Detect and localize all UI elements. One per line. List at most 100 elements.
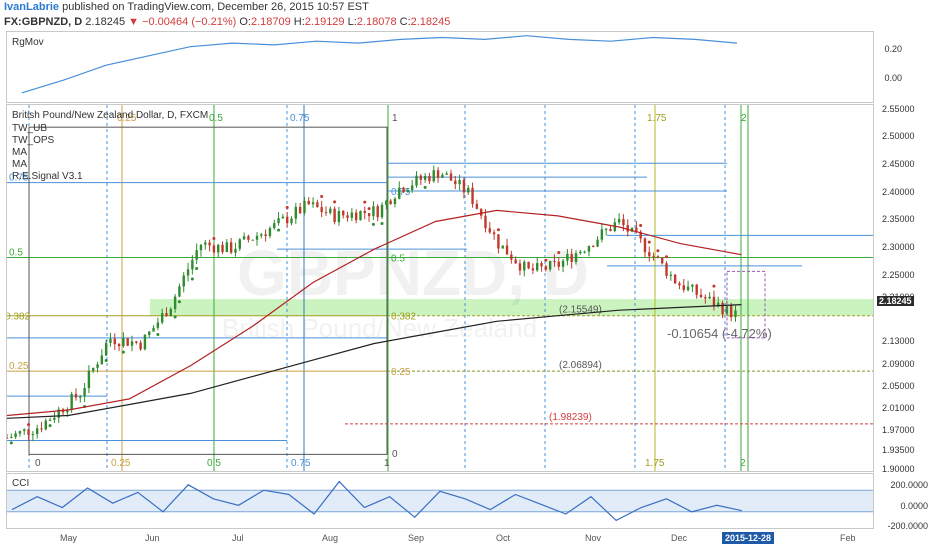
candle-body: [74, 393, 78, 398]
candle-body: [436, 170, 440, 178]
signal-marker: [656, 249, 660, 253]
candle-body: [7, 437, 9, 439]
candle-body: [419, 175, 423, 180]
candle-body: [307, 200, 310, 205]
time-fib-top-label: 0.75: [290, 113, 310, 124]
candle-body: [635, 227, 638, 232]
chart-title: British Pound/New Zealand Dollar, D, FXC…: [12, 110, 209, 121]
candle-body: [561, 260, 565, 267]
candle-body: [87, 370, 91, 389]
candle-body: [173, 296, 177, 310]
candle-body: [686, 286, 690, 291]
candle-body: [367, 213, 371, 217]
candle-body: [234, 248, 237, 253]
candle-body: [285, 216, 289, 224]
candle-body: [195, 250, 198, 260]
time-fib-top-label: 0.25: [117, 113, 137, 124]
candle-body: [372, 206, 375, 217]
candle-body: [514, 259, 517, 264]
rgmov-pane[interactable]: RgMov: [6, 31, 874, 103]
candle-body: [467, 187, 470, 193]
indicator-legend[interactable]: TW_OPS: [12, 135, 55, 146]
signal-marker: [557, 251, 561, 255]
cci-tick: 200.0000: [890, 480, 928, 490]
time-fib-bottom-label: 0.75: [291, 458, 311, 469]
candle-body: [122, 338, 125, 347]
author-link[interactable]: IvanLabrie: [4, 1, 60, 13]
candle-body: [130, 341, 134, 346]
candle-body: [579, 251, 582, 254]
indicator-legend[interactable]: MA: [12, 159, 27, 170]
cci-pane[interactable]: CCI: [6, 473, 874, 529]
candle-body: [165, 313, 168, 317]
candle-body: [83, 388, 86, 397]
signal-marker: [277, 228, 281, 232]
candle-body: [673, 274, 677, 284]
candle-body: [423, 175, 427, 180]
candle-body: [656, 256, 660, 258]
candle-body: [221, 244, 224, 253]
symbol-label[interactable]: FX:GBPNZD, D: [4, 16, 83, 28]
candle-body: [333, 208, 336, 223]
price-tick: 2.45000: [882, 159, 915, 169]
candle-body: [721, 302, 724, 315]
candle-body: [518, 263, 522, 271]
candle-body: [630, 227, 634, 232]
candle-body: [717, 302, 720, 307]
candle-body: [204, 242, 207, 245]
time-fib-bottom-label: 0: [35, 458, 41, 469]
signal-marker: [173, 315, 177, 319]
candle-body: [376, 206, 379, 218]
candle-body: [410, 185, 414, 190]
crosshair-date-badge: 2015-12-28: [722, 532, 775, 544]
candle-body: [27, 429, 30, 435]
open-label: O:: [239, 16, 251, 28]
candle-body: [415, 175, 418, 186]
signal-marker: [333, 200, 337, 204]
down-arrow-icon: ▼: [128, 16, 140, 28]
time-fib-bottom-label: 1.75: [645, 458, 665, 469]
indicator-legend[interactable]: R.E.Signal V3.1: [12, 171, 83, 182]
time-fib-bottom-label: 0.25: [111, 458, 131, 469]
high-label: H:: [293, 16, 305, 28]
time-fib-bottom-label: 1: [384, 458, 390, 469]
price-tick: 2.09000: [882, 358, 915, 369]
candle-body: [492, 232, 496, 235]
candle-body: [238, 239, 241, 249]
candle-body: [324, 212, 328, 214]
candle-body: [432, 170, 435, 182]
close-value: 2.18245: [410, 16, 451, 28]
candle-body: [570, 254, 573, 263]
candle-body: [182, 275, 185, 287]
candle-body: [553, 260, 556, 262]
candle-body: [643, 238, 647, 253]
price-plot: GBPNZD, D British Pound/New Zealand 0.75 0.…: [7, 105, 873, 471]
candle-body: [699, 294, 703, 298]
price-axis[interactable]: 2.55000 2.50000 2.45000 2.40000 2.35000 2.300…: [876, 104, 932, 474]
candle-body: [113, 338, 116, 345]
candle-body: [380, 204, 384, 218]
candle-body: [462, 179, 466, 193]
month-label: Feb: [840, 533, 856, 543]
candle-body: [566, 254, 569, 261]
candle-body: [290, 218, 293, 224]
indicator-legend[interactable]: MA: [12, 147, 27, 158]
candle-body: [148, 331, 151, 335]
fib-label-left: 0.25: [9, 361, 29, 372]
candle-body: [143, 334, 147, 350]
watermark-symbol: GBPNZD, D: [237, 237, 589, 309]
candle-body: [402, 187, 405, 193]
candle-body: [354, 212, 358, 221]
candle-body: [178, 286, 181, 297]
price-tick: 1.90000: [882, 464, 915, 474]
indicator-legend[interactable]: TW_UB: [12, 123, 47, 134]
candle-body: [510, 254, 513, 260]
ma-fast-line: [7, 209, 742, 417]
candle-body: [389, 200, 392, 205]
open-value: 2.18709: [250, 16, 291, 28]
measure-label: -0.10654 (-4.72%): [667, 326, 772, 341]
ohlc-line: FX:GBPNZD, D 2.18245 ▼ −0.00464 (−0.21%)…: [4, 16, 450, 28]
price-pane[interactable]: GBPNZD, D British Pound/New Zealand 0.75 0.…: [6, 104, 874, 472]
close-label: C:: [399, 16, 411, 28]
price-tick: 2.40000: [882, 186, 915, 197]
